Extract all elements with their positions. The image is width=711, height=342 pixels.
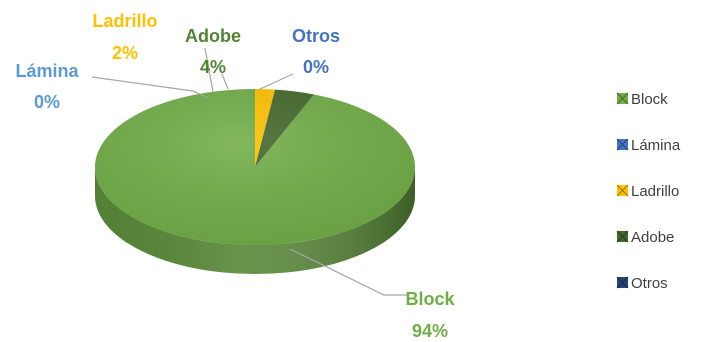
- legend-item-adobe: Adobe: [616, 229, 674, 246]
- data-label-percent-adobe: 4%: [200, 57, 226, 77]
- data-label-category-block: Block: [405, 289, 455, 309]
- leader-line-adobe: [221, 73, 229, 90]
- legend-swatch-bevel-adobe: [616, 230, 629, 243]
- pie-top-shade: [95, 89, 415, 245]
- legend-item-block: Block: [616, 91, 668, 108]
- legend-label-lamina: Lámina: [631, 137, 681, 154]
- data-label-percent-block: 94%: [412, 321, 448, 341]
- legend-item-ladrillo: Ladrillo: [616, 183, 679, 200]
- data-label-percent-lamina: 0%: [34, 92, 60, 112]
- leader-line-lamina: [91, 76, 209, 99]
- data-label-category-lamina: Lámina: [15, 61, 79, 81]
- data-label-category-ladrillo: Ladrillo: [92, 11, 157, 31]
- data-label-category-otros: Otros: [292, 26, 340, 46]
- data-label-percent-otros: 0%: [303, 57, 329, 77]
- legend-label-ladrillo: Ladrillo: [631, 183, 679, 200]
- data-label-category-adobe: Adobe: [185, 26, 241, 46]
- legend-item-lamina: Lámina: [616, 137, 681, 154]
- legend-label-otros: Otros: [631, 275, 668, 292]
- legend-swatch-bevel-ladrillo: [616, 184, 629, 197]
- legend-swatch-bevel-lamina: [616, 138, 629, 151]
- data-label-percent-ladrillo: 2%: [112, 43, 138, 63]
- legend-swatch-bevel-otros: [616, 276, 629, 289]
- legend-label-adobe: Adobe: [631, 229, 674, 246]
- legend-swatch-bevel-block: [616, 92, 629, 105]
- legend-item-otros: Otros: [616, 275, 668, 292]
- leader-line-otros: [257, 73, 294, 91]
- legend: Block Lámina Ladrillo Adobe Otros: [616, 91, 681, 292]
- legend-label-block: Block: [631, 91, 668, 108]
- pie-side-shade-block: [95, 167, 415, 274]
- leader-line-block: [289, 248, 408, 296]
- leader-line-ladrillo: [204, 47, 214, 93]
